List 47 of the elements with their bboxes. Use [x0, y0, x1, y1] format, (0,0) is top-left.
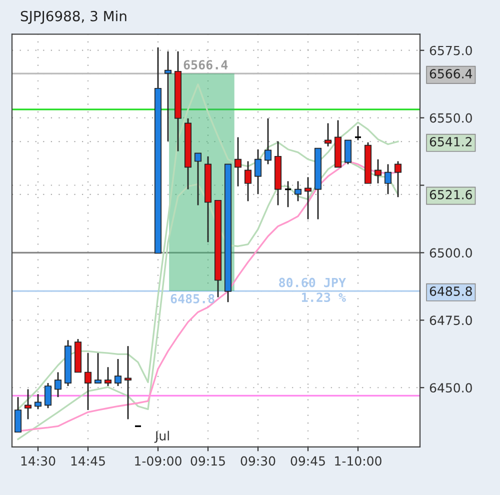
candlestick [324, 122, 332, 148]
candlestick [254, 148, 262, 195]
candlestick [164, 50, 172, 142]
x-tick-label: 1-10:00 [335, 456, 382, 466]
candlestick [94, 352, 102, 384]
candlestick [34, 393, 42, 410]
y-tick-label: 6541.2 [430, 137, 472, 146]
annotation: 6566.4 [184, 60, 228, 70]
x-tick-label: 09:45 [290, 456, 325, 466]
annotation: 6485.8 [170, 294, 214, 304]
candlestick [284, 180, 292, 208]
candlestick [264, 118, 272, 165]
y-tick-label: 6521.6 [430, 190, 472, 200]
candlestick [54, 372, 62, 398]
candlestick [124, 345, 132, 420]
candlestick [24, 388, 32, 420]
y-tick-label: 6500.0 [430, 248, 472, 258]
x-tick-label: 1-09:00 [135, 456, 182, 466]
candlestick [114, 358, 122, 387]
candlestick [304, 176, 312, 220]
candlestick [194, 152, 202, 206]
annotation: 80.60 JPY [279, 278, 346, 288]
candlestick [294, 180, 302, 202]
y-tick-label: 6550.0 [430, 113, 472, 123]
candlestick [394, 160, 402, 198]
y-tick-label: 6475.0 [430, 316, 472, 326]
candlestick [14, 396, 22, 433]
annotation: Jul [154, 430, 169, 443]
candlestick [84, 352, 92, 411]
y-tick-label: 6575.0 [430, 46, 472, 56]
candlestick [234, 136, 242, 188]
candlestick [374, 158, 382, 184]
x-tick-label: 14:30 [21, 456, 56, 466]
x-tick-label: 09:15 [190, 456, 225, 466]
y-tick-label: 6566.4 [430, 69, 472, 78]
candlestick [354, 125, 362, 141]
x-tick-label: 09:30 [240, 456, 276, 466]
candlestick [244, 160, 252, 202]
candlestick [44, 382, 52, 409]
annotation: 1.23 % [302, 292, 346, 302]
y-tick-label: 6450.0 [430, 383, 472, 393]
candlestick [384, 164, 392, 195]
x-tick-label: 14:45 [71, 456, 105, 466]
candlestick [344, 140, 352, 165]
chart-title: SJPJ6988, 3 Min [20, 10, 126, 24]
candlestick [104, 366, 112, 387]
y-tick-label: 6485.8 [430, 286, 472, 296]
